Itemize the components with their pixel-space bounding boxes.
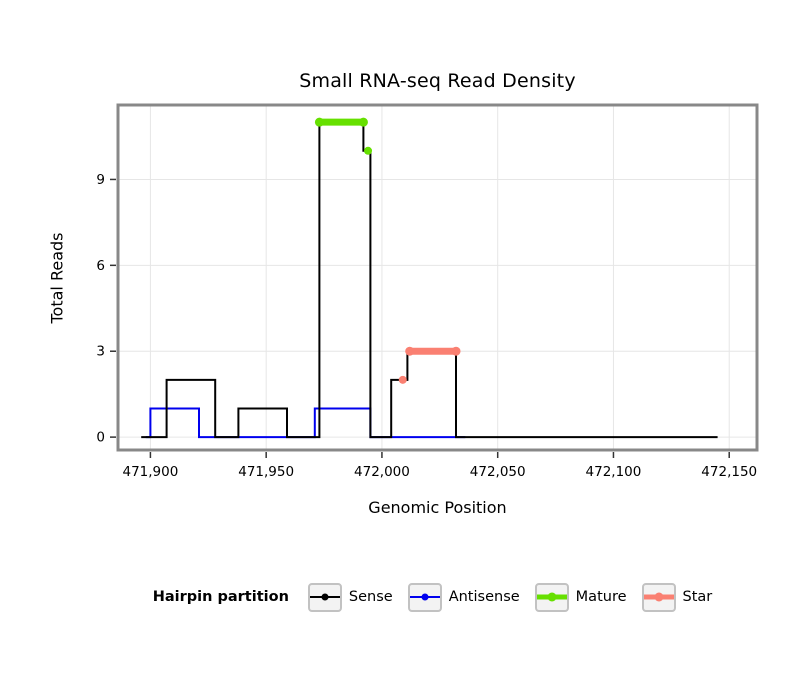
x-tick-label: 471,950 — [238, 464, 294, 480]
legend-item-mature: Mature — [534, 582, 627, 612]
legend-key-star — [641, 582, 676, 612]
x-tick-label: 472,150 — [701, 464, 757, 480]
series-star-endpoint — [405, 346, 415, 356]
chart-title: Small RNA-seq Read Density — [299, 70, 576, 92]
legend-item-star: Star — [641, 582, 713, 612]
series-antisense-line — [145, 407, 466, 439]
series-mature-point — [364, 146, 373, 155]
legend-dot-icon — [654, 592, 664, 602]
legend-item-antisense: Antisense — [407, 582, 520, 612]
legend-label-mature: Mature — [575, 589, 627, 605]
x-tick-label: 472,100 — [586, 464, 642, 480]
y-tick-label: 6 — [96, 258, 105, 274]
series-sense-line — [141, 121, 718, 439]
series-mature-endpoint — [314, 117, 324, 127]
panel-border — [116, 103, 759, 452]
x-axis-title: Genomic Position — [368, 498, 507, 517]
legend-label-star: Star — [682, 589, 713, 605]
x-tick-label: 471,900 — [122, 464, 178, 480]
legend-label-antisense: Antisense — [448, 589, 520, 605]
legend: Hairpin partition Sense Antisense Mature — [0, 580, 810, 614]
series-star-point — [398, 375, 407, 384]
legend-label-sense: Sense — [348, 589, 393, 605]
legend-key-sense — [307, 582, 342, 612]
y-tick-label: 9 — [96, 172, 105, 188]
legend-dot-icon — [547, 592, 557, 602]
legend-title: Hairpin partition — [152, 589, 289, 605]
legend-dot-icon — [321, 593, 329, 601]
y-axis-title: Total Reads — [47, 232, 67, 324]
legend-item-sense: Sense — [307, 582, 393, 612]
series-mature-endpoint — [358, 117, 368, 127]
x-tick-label: 472,050 — [470, 464, 526, 480]
y-tick-label: 0 — [96, 430, 105, 446]
x-tick-label: 472,000 — [354, 464, 410, 480]
legend-key-mature — [534, 582, 569, 612]
plot-area: 471,900 471,950 472,000 472,050 472,100 472,1… — [96, 103, 759, 480]
series-star-endpoint — [451, 346, 461, 356]
legend-dot-icon — [421, 593, 429, 601]
y-tick-label: 3 — [96, 344, 105, 360]
legend-key-antisense — [407, 582, 442, 612]
